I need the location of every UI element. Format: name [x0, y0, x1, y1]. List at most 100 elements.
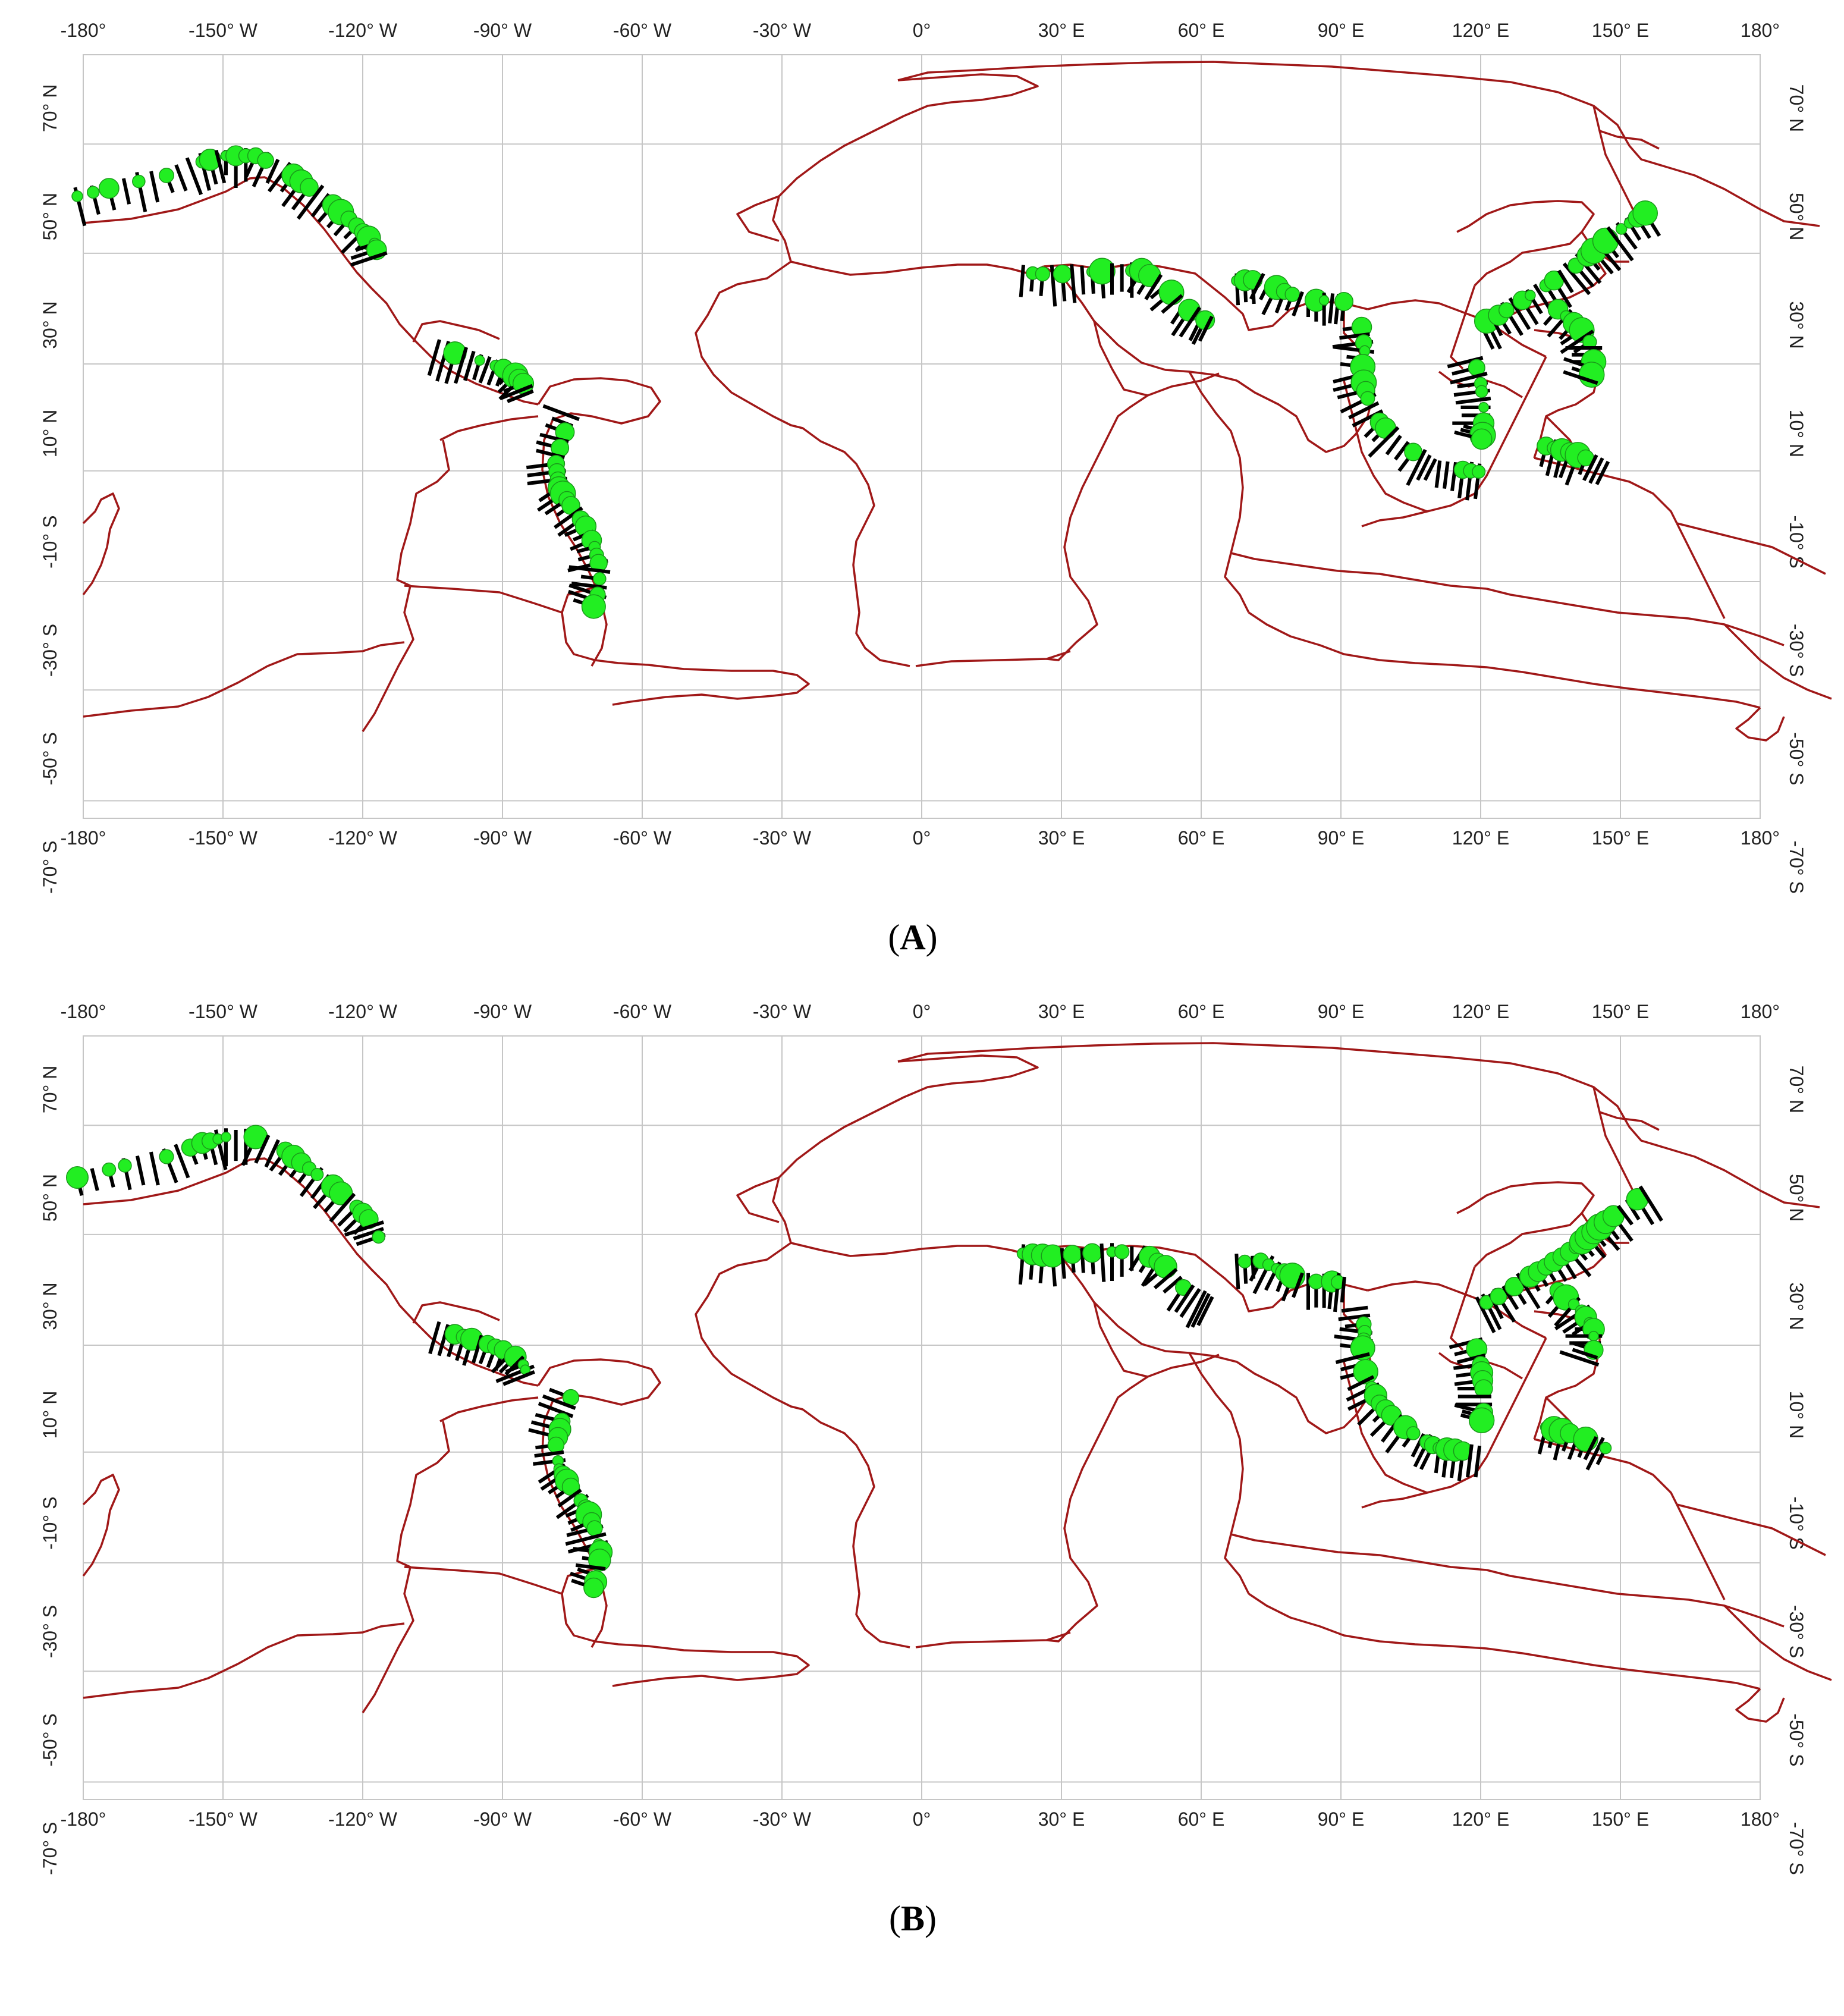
slip-vector [1292, 291, 1304, 317]
event-marker [1035, 266, 1051, 282]
longitude-tick-label-top: -150° W [189, 20, 258, 41]
slip-vector [478, 356, 492, 384]
event-marker [1406, 1426, 1421, 1440]
slip-vector [1533, 283, 1552, 311]
longitude-tick-label-bottom: -120° W [328, 827, 398, 849]
event-marker [1404, 442, 1423, 461]
longitude-tick-label-top: 120° E [1452, 1001, 1509, 1022]
event-marker [1472, 464, 1486, 479]
slip-vector [1583, 1436, 1598, 1461]
longitude-tick-label-bottom: 120° E [1452, 827, 1509, 849]
slip-vector [1557, 269, 1574, 294]
panel-label-letter: A [900, 918, 925, 957]
longitude-tick-label-bottom: -90° W [473, 827, 532, 849]
latitude-tick-label-left: -70° S [39, 1822, 61, 1875]
longitude-tick-label-bottom: -60° W [613, 827, 672, 849]
latitude-tick-label-right: 50° N [1786, 1174, 1807, 1221]
longitude-tick-label-top: 90° E [1318, 20, 1365, 41]
event-marker [1237, 1254, 1252, 1268]
event-marker [593, 572, 607, 586]
event-marker [159, 168, 174, 183]
slip-vector [1385, 435, 1402, 456]
longitude-tick-label-top: -180° [61, 1001, 106, 1022]
event-marker [221, 1132, 231, 1142]
event-marker [1334, 291, 1354, 312]
slip-vector [1249, 272, 1265, 300]
event-marker [1632, 200, 1658, 226]
event-marker [1498, 302, 1515, 319]
latitude-tick-label-left: 10° N [39, 410, 61, 457]
longitude-tick-label-bottom: 90° E [1318, 1808, 1365, 1830]
latitude-tick-label-left: 70° N [39, 1066, 61, 1113]
latitude-tick-label-right: 30° N [1786, 1282, 1807, 1330]
longitude-tick-label-top: 60° E [1178, 20, 1225, 41]
slip-vector [1198, 315, 1214, 342]
slip-vector [500, 384, 533, 400]
panel-label: (B) [889, 1899, 937, 1938]
longitude-tick-label-top: -120° W [328, 20, 398, 41]
longitude-tick-label-bottom: -60° W [613, 1808, 672, 1830]
event-marker [118, 1158, 132, 1173]
event-marker [583, 1577, 604, 1599]
slip-vector [557, 1488, 582, 1508]
event-marker [300, 178, 319, 197]
slip-vector [575, 1563, 606, 1571]
slip-vector [1394, 441, 1410, 461]
event-marker [1082, 1243, 1102, 1263]
event-marker [1599, 1442, 1612, 1455]
longitude-tick-label-top: 60° E [1178, 1001, 1225, 1022]
longitude-tick-label-bottom: 30° E [1038, 827, 1085, 849]
event-marker [310, 1167, 324, 1182]
latitude-tick-label-right: 10° N [1786, 1391, 1807, 1439]
event-marker [474, 355, 485, 366]
slip-vector [542, 404, 580, 422]
slip-vector [571, 581, 607, 590]
slip-vector [1080, 265, 1086, 295]
longitude-tick-label-bottom: 60° E [1178, 827, 1225, 849]
longitude-tick-label-bottom: 0° [913, 827, 931, 849]
longitude-tick-label-bottom: 60° E [1178, 1808, 1225, 1830]
slip-vector [1585, 1437, 1605, 1471]
latitude-tick-label-right: 10° N [1786, 410, 1807, 457]
slip-vector [1416, 454, 1432, 481]
event-marker [1318, 295, 1330, 306]
slip-vector [1019, 265, 1025, 297]
slip-vector [254, 1134, 271, 1164]
longitude-tick-label-top: 150° E [1592, 20, 1649, 41]
slip-vector [428, 1321, 441, 1355]
longitude-tick-label-top: 120° E [1452, 20, 1509, 41]
slip-vector [296, 184, 325, 220]
slip-vector [1341, 1305, 1368, 1313]
map-panel-B: -180° -180° -150° W -150° W -120° W -120° W -9… [39, 1001, 1833, 1938]
slip-vector [149, 1151, 160, 1186]
longitude-tick-label-bottom: -180° [61, 827, 106, 849]
longitude-tick-label-bottom: 0° [913, 1808, 931, 1830]
latitude-tick-label-right: -70° S [1786, 841, 1807, 894]
slip-vector [568, 565, 611, 574]
slip-vector [542, 1394, 576, 1410]
longitude-tick-label-bottom: -30° W [753, 1808, 812, 1830]
slip-vector [1582, 454, 1598, 482]
longitude-tick-label-bottom: -150° W [189, 1808, 258, 1830]
slip-vector [1348, 401, 1380, 420]
event-marker [1468, 1407, 1495, 1434]
longitude-tick-label-top: 30° E [1038, 20, 1085, 41]
slip-vector [265, 158, 280, 184]
latitude-tick-label-right: -50° S [1786, 1713, 1807, 1766]
longitude-tick-label-top: -60° W [613, 20, 672, 41]
slip-vector [1060, 1248, 1066, 1279]
panel-label-open: ( [889, 1899, 901, 1938]
slip-vector [534, 1450, 564, 1458]
slip-vector [1050, 265, 1057, 307]
slip-vector [1161, 294, 1183, 314]
event-marker [71, 190, 83, 202]
event-marker [1615, 223, 1628, 235]
longitude-tick-label-bottom: 120° E [1452, 1808, 1509, 1830]
slip-vector [1595, 460, 1610, 485]
slip-vector [174, 1144, 190, 1179]
slip-vector [1559, 1350, 1600, 1367]
slip-vector [427, 339, 441, 376]
slip-vector [1563, 370, 1598, 385]
event-marker [1114, 1244, 1130, 1260]
event-marker [1490, 1288, 1507, 1305]
